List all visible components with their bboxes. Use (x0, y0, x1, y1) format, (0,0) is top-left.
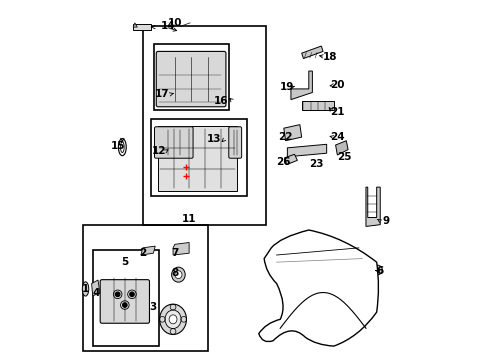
Ellipse shape (370, 265, 382, 275)
Text: 14: 14 (160, 21, 175, 31)
Polygon shape (301, 102, 333, 111)
Text: 19: 19 (280, 82, 294, 92)
Bar (154, 44, 229, 111)
Circle shape (122, 303, 127, 307)
Bar (158, 126, 236, 191)
Text: 10: 10 (167, 18, 182, 28)
Text: 4: 4 (92, 288, 100, 297)
Text: 13: 13 (206, 134, 221, 144)
Ellipse shape (164, 310, 181, 329)
Bar (93, 249, 159, 346)
FancyBboxPatch shape (100, 280, 149, 323)
Ellipse shape (169, 315, 177, 324)
Polygon shape (133, 23, 137, 27)
Text: 16: 16 (214, 96, 228, 107)
Text: 1: 1 (82, 284, 89, 294)
Ellipse shape (373, 268, 378, 272)
Text: 24: 24 (329, 132, 344, 142)
Polygon shape (335, 141, 347, 155)
Text: 23: 23 (308, 159, 323, 169)
Polygon shape (283, 125, 301, 141)
Bar (142, 26, 265, 225)
Polygon shape (133, 24, 151, 30)
Text: 22: 22 (278, 132, 292, 142)
FancyBboxPatch shape (154, 127, 193, 158)
Polygon shape (141, 246, 155, 255)
Text: 9: 9 (381, 216, 388, 226)
Text: 7: 7 (171, 248, 178, 258)
Bar (151, 119, 247, 196)
FancyBboxPatch shape (156, 51, 225, 107)
Polygon shape (290, 71, 312, 100)
Polygon shape (301, 46, 323, 59)
Ellipse shape (121, 142, 124, 153)
Text: 17: 17 (155, 89, 169, 99)
Text: 11: 11 (182, 214, 196, 224)
Text: 6: 6 (376, 266, 383, 276)
FancyBboxPatch shape (228, 127, 241, 158)
Ellipse shape (175, 271, 182, 279)
Text: 25: 25 (337, 152, 351, 162)
Text: 15: 15 (110, 141, 124, 151)
Circle shape (130, 292, 134, 296)
Text: 2: 2 (139, 248, 146, 258)
Text: 3: 3 (149, 302, 157, 312)
Ellipse shape (118, 139, 126, 156)
Ellipse shape (160, 304, 186, 334)
Ellipse shape (171, 267, 185, 282)
Text: 20: 20 (329, 80, 344, 90)
Bar (83, 225, 207, 351)
Ellipse shape (82, 282, 88, 296)
Polygon shape (287, 144, 326, 157)
Polygon shape (173, 243, 189, 255)
PathPatch shape (258, 230, 378, 346)
Text: 26: 26 (276, 157, 290, 167)
Text: 5: 5 (121, 257, 128, 267)
Text: 18: 18 (322, 52, 337, 62)
Polygon shape (284, 154, 297, 165)
Text: 8: 8 (171, 268, 178, 278)
Text: 21: 21 (329, 107, 344, 117)
Polygon shape (91, 280, 100, 296)
Text: 12: 12 (151, 147, 166, 157)
Circle shape (115, 292, 120, 296)
Polygon shape (365, 187, 380, 226)
